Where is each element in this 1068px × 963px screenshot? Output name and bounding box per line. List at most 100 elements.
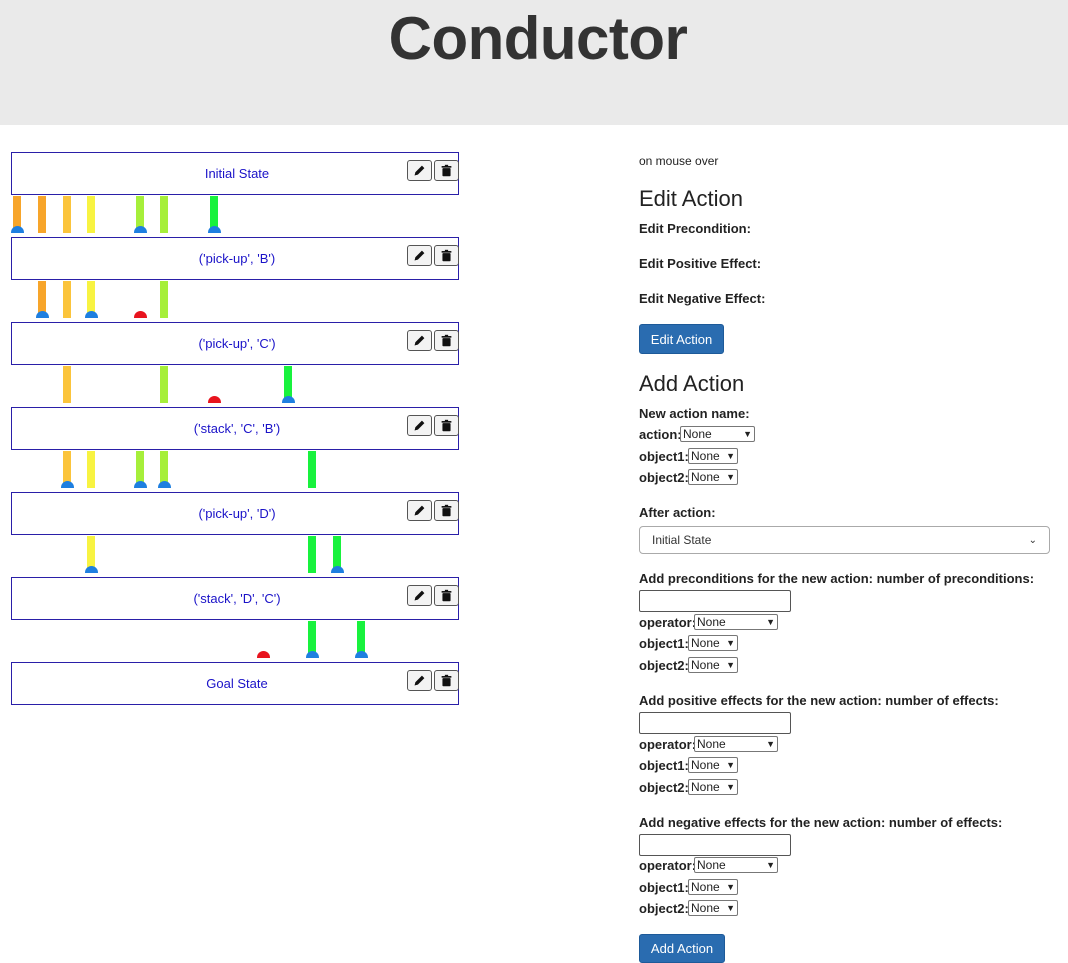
- precondition-dot: [354, 651, 368, 658]
- action-box[interactable]: Initial State: [11, 152, 459, 195]
- trash-icon: [440, 674, 453, 687]
- object2-label: object2:: [639, 470, 689, 485]
- trash-icon: [440, 419, 453, 432]
- pos-operator-label: operator:: [639, 737, 697, 752]
- object1-select[interactable]: None ▼: [688, 448, 738, 464]
- state-connector-bar: [87, 196, 95, 233]
- pencil-icon: [413, 419, 426, 432]
- pre-object1-value: None: [691, 636, 720, 650]
- neg-object1-label: object1:: [639, 880, 689, 895]
- delete-action-icon-button[interactable]: [434, 585, 459, 606]
- neg-object2-value: None: [691, 901, 720, 915]
- edit-action-icon-button[interactable]: [407, 670, 432, 691]
- trash-icon: [440, 504, 453, 517]
- preconditions-label: Add preconditions for the new action: nu…: [639, 571, 1035, 586]
- pos-object1-select[interactable]: None ▼: [688, 757, 738, 773]
- pre-operator-label: operator:: [639, 615, 697, 630]
- pos-object2-value: None: [691, 780, 720, 794]
- precondition-dot: [157, 481, 171, 488]
- trash-icon: [440, 249, 453, 262]
- object2-select[interactable]: None ▼: [688, 469, 738, 485]
- state-connector-bar: [308, 451, 316, 488]
- pencil-icon: [413, 589, 426, 602]
- state-connector-bar: [160, 451, 168, 488]
- state-connector-bar: [13, 196, 21, 233]
- chevron-down-icon: ▼: [726, 451, 735, 461]
- action-box[interactable]: ('pick-up', 'D'): [11, 492, 459, 535]
- pos-object2-select[interactable]: None ▼: [688, 779, 738, 795]
- state-connector-bar: [136, 451, 144, 488]
- precondition-dot: [281, 396, 295, 403]
- pre-operator-select[interactable]: None ▼: [694, 614, 778, 630]
- action-label: Initial State: [204, 166, 270, 181]
- add-action-heading: Add Action: [639, 371, 745, 396]
- chevron-down-icon: ▼: [766, 860, 775, 870]
- state-connector-bar: [333, 536, 341, 573]
- edit-action-icon-button[interactable]: [407, 500, 432, 521]
- object2-select-value: None: [691, 470, 720, 484]
- neg-object1-select[interactable]: None ▼: [688, 879, 738, 895]
- negative-effects-count-input[interactable]: [639, 834, 791, 856]
- action-select-value: None: [683, 427, 712, 441]
- edit-action-icon-button[interactable]: [407, 245, 432, 266]
- pos-operator-select[interactable]: None ▼: [694, 736, 778, 752]
- preconditions-count-input[interactable]: [639, 590, 791, 612]
- delete-action-icon-button[interactable]: [434, 500, 459, 521]
- pencil-icon: [413, 249, 426, 262]
- trash-icon: [440, 589, 453, 602]
- delete-action-icon-button[interactable]: [434, 245, 459, 266]
- neg-operator-select[interactable]: None ▼: [694, 857, 778, 873]
- action-box[interactable]: ('pick-up', 'C'): [11, 322, 459, 365]
- action-label: Goal State: [206, 676, 268, 691]
- precondition-dot: [10, 226, 24, 233]
- precondition-dot: [84, 311, 98, 318]
- action-label: ('stack', 'D', 'C'): [193, 591, 281, 606]
- pre-object2-value: None: [691, 658, 720, 672]
- edit-negative-effect-label: Edit Negative Effect:: [639, 291, 766, 306]
- add-action-button[interactable]: Add Action: [639, 934, 725, 963]
- precondition-dot: [35, 311, 49, 318]
- state-connector-bar: [38, 281, 46, 318]
- delete-action-icon-button[interactable]: [434, 160, 459, 181]
- state-connector-bar: [160, 281, 168, 318]
- action-select[interactable]: None ▼: [680, 426, 755, 442]
- pre-object1-select[interactable]: None ▼: [688, 635, 738, 651]
- precondition-dot: [133, 226, 147, 233]
- edit-action-icon-button[interactable]: [407, 330, 432, 351]
- delete-action-icon-button[interactable]: [434, 415, 459, 436]
- pencil-icon: [413, 504, 426, 517]
- edit-action-icon-button[interactable]: [407, 415, 432, 436]
- pencil-icon: [413, 334, 426, 347]
- action-label: ('pick-up', 'D'): [198, 506, 276, 521]
- state-connector-bar: [357, 621, 365, 658]
- delete-action-icon-button[interactable]: [434, 330, 459, 351]
- chevron-down-icon: ▼: [726, 660, 735, 670]
- action-box[interactable]: ('pick-up', 'B'): [11, 237, 459, 280]
- positive-effects-label: Add positive effects for the new action:…: [639, 693, 999, 708]
- edit-action-icon-button[interactable]: [407, 585, 432, 606]
- state-connector-bar: [38, 196, 46, 233]
- neg-object2-label: object2:: [639, 901, 689, 916]
- edit-action-heading: Edit Action: [639, 186, 743, 211]
- edit-action-button[interactable]: Edit Action: [639, 324, 724, 354]
- chevron-down-icon: ▼: [726, 638, 735, 648]
- object1-label: object1:: [639, 449, 689, 464]
- precondition-dot: [133, 481, 147, 488]
- mouse-over-text: on mouse over: [639, 154, 719, 168]
- negative-dot: [207, 396, 221, 403]
- neg-object1-value: None: [691, 880, 720, 894]
- pos-object1-label: object1:: [639, 758, 689, 773]
- after-action-label: After action:: [639, 505, 716, 520]
- pre-object2-select[interactable]: None ▼: [688, 657, 738, 673]
- state-connector-bar: [160, 366, 168, 403]
- delete-action-icon-button[interactable]: [434, 670, 459, 691]
- neg-object2-select[interactable]: None ▼: [688, 900, 738, 916]
- edit-action-icon-button[interactable]: [407, 160, 432, 181]
- trash-icon: [440, 334, 453, 347]
- action-box[interactable]: Goal State: [11, 662, 459, 705]
- action-box[interactable]: ('stack', 'D', 'C'): [11, 577, 459, 620]
- positive-effects-count-input[interactable]: [639, 712, 791, 734]
- action-box[interactable]: ('stack', 'C', 'B'): [11, 407, 459, 450]
- negative-dot: [133, 311, 147, 318]
- after-action-select[interactable]: Initial State ⌄: [639, 526, 1050, 554]
